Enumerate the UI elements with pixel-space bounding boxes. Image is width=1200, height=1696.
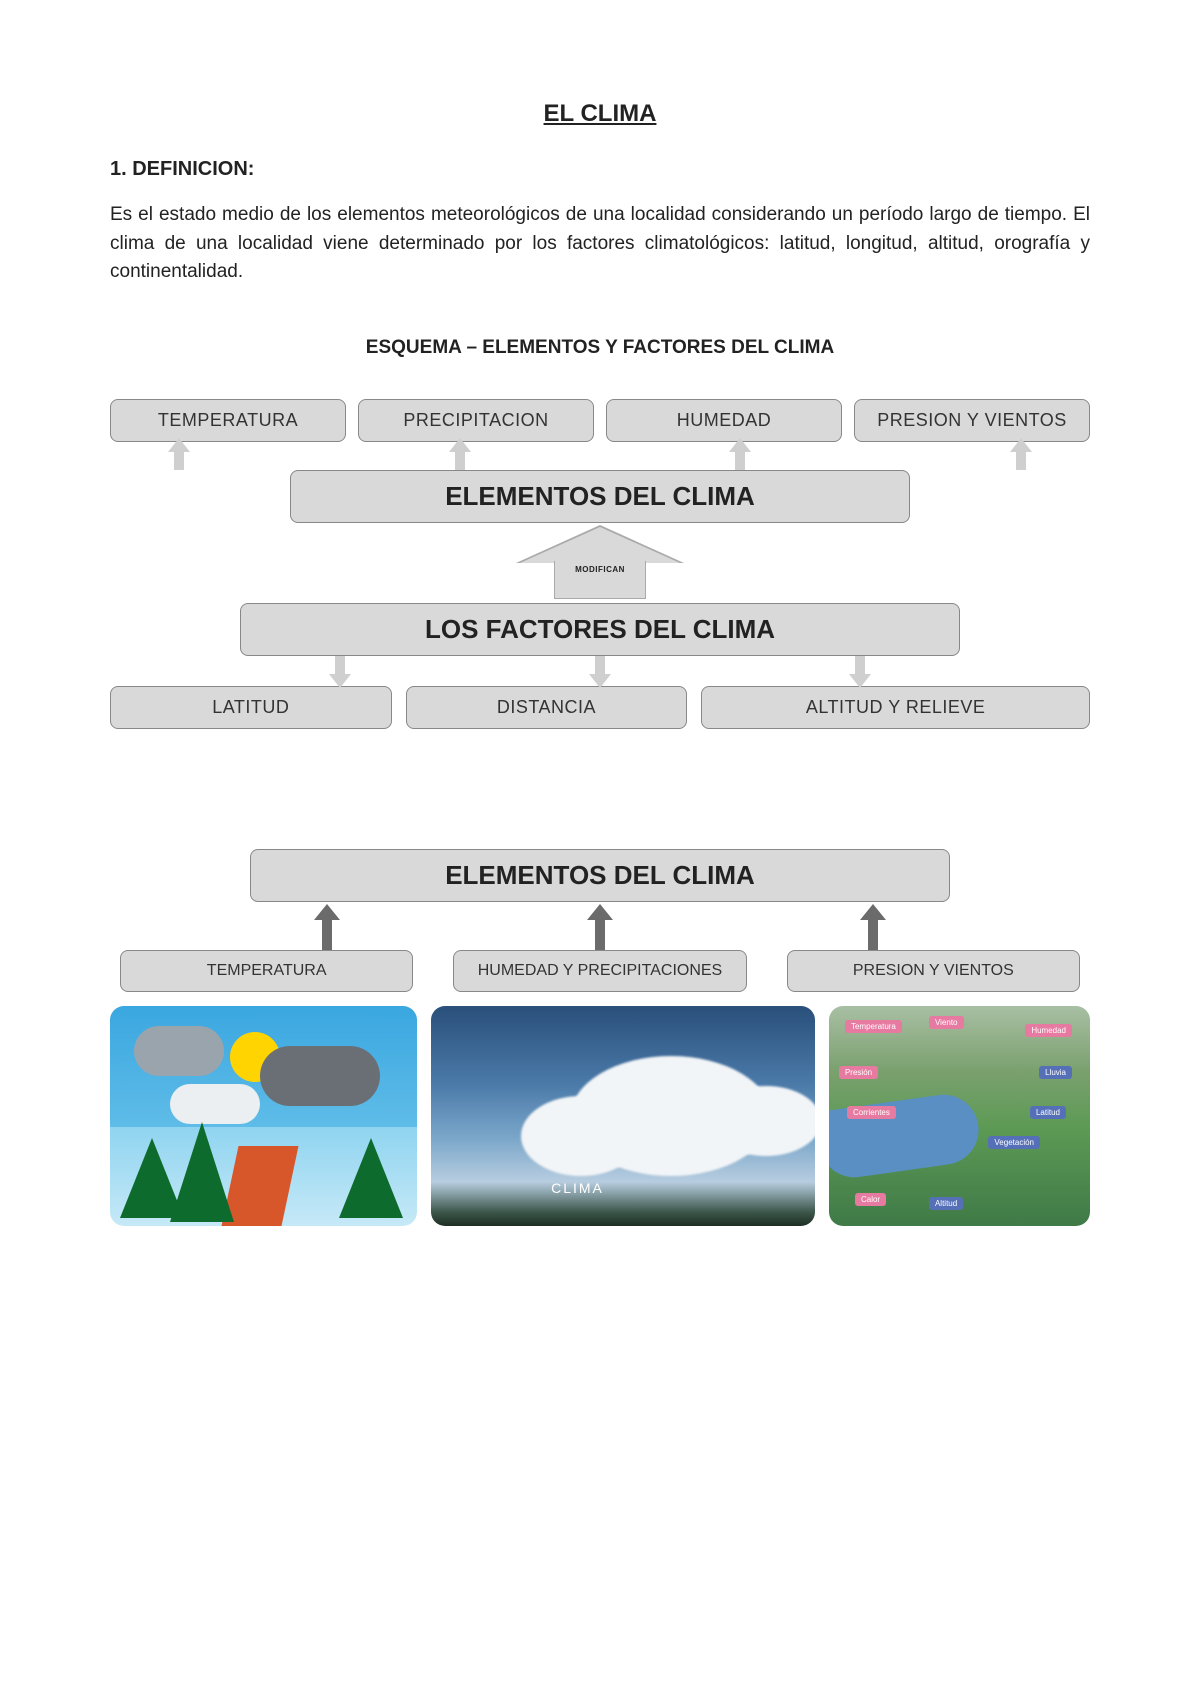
box-presion-vientos-2: PRESION Y VIENTOS xyxy=(787,950,1080,993)
tag-corrientes: Corrientes xyxy=(847,1106,896,1119)
tag-viento: Viento xyxy=(929,1016,964,1029)
arrow-up-icon xyxy=(317,904,337,950)
box-humedad-precip: HUMEDAD Y PRECIPITACIONES xyxy=(453,950,746,993)
box-elementos-header: ELEMENTOS DEL CLIMA xyxy=(250,849,950,902)
schema-diagram: TEMPERATURA PRECIPITACION HUMEDAD PRESIO… xyxy=(110,399,1090,729)
tag-latitud: Latitud xyxy=(1030,1106,1066,1119)
modifican-label: MODIFICAN xyxy=(110,565,1090,574)
clima-photo: CLIMA xyxy=(431,1006,815,1226)
arrow-up-icon xyxy=(170,442,188,470)
page-title: EL CLIMA xyxy=(110,100,1090,128)
arrow-up-icon xyxy=(1012,442,1030,470)
clima-caption: CLIMA xyxy=(551,1180,604,1196)
arrow-down-icon xyxy=(591,656,609,684)
arrows-to-elements xyxy=(110,442,1090,470)
tag-humedad: Humedad xyxy=(1025,1024,1072,1037)
arrow-up-icon xyxy=(863,904,883,950)
arrow-up-icon xyxy=(590,904,610,950)
illustrations-row: CLIMA Temperatura Viento Humedad Presión… xyxy=(110,1006,1090,1226)
tag-altitud: Altitud xyxy=(929,1197,963,1210)
weather-illustration xyxy=(110,1006,417,1226)
arrow-down-icon xyxy=(331,656,349,684)
definition-body-text: Es el estado medio de los elementos mete… xyxy=(110,201,1090,287)
tag-lluvia: Lluvia xyxy=(1039,1066,1072,1079)
box-latitud: LATITUD xyxy=(110,686,392,729)
arrows-to-header xyxy=(110,904,1090,950)
box-distancia: DISTANCIA xyxy=(406,686,688,729)
modifican-arrow: MODIFICAN xyxy=(110,527,1090,599)
tag-temperatura: Temperatura xyxy=(845,1020,902,1033)
arrows-to-factors xyxy=(110,656,1090,684)
arrow-down-icon xyxy=(851,656,869,684)
section-definition-heading: 1. DEFINICION: xyxy=(110,158,1090,181)
tag-calor: Calor xyxy=(855,1193,886,1206)
factors-row: LATITUD DISTANCIA ALTITUD Y RELIEVE xyxy=(110,686,1090,729)
box-presion-vientos: PRESION Y VIENTOS xyxy=(854,399,1090,442)
factors-infographic: Temperatura Viento Humedad Presión Lluvi… xyxy=(829,1006,1090,1226)
tag-presion: Presión xyxy=(839,1066,878,1079)
box-elementos-del-clima: ELEMENTOS DEL CLIMA xyxy=(290,470,910,523)
elements-diagram: ELEMENTOS DEL CLIMA TEMPERATURA HUMEDAD … xyxy=(110,849,1090,1227)
box-humedad: HUMEDAD xyxy=(606,399,842,442)
elements-row: TEMPERATURA PRECIPITACION HUMEDAD PRESIO… xyxy=(110,399,1090,442)
arrow-up-icon xyxy=(731,442,749,470)
arrow-up-icon xyxy=(451,442,469,470)
box-temperatura-2: TEMPERATURA xyxy=(120,950,413,993)
sub-elements-row: TEMPERATURA HUMEDAD Y PRECIPITACIONES PR… xyxy=(110,950,1090,993)
tag-vegetacion: Vegetación xyxy=(988,1136,1040,1149)
box-precipitacion: PRECIPITACION xyxy=(358,399,594,442)
schema-title: ESQUEMA – ELEMENTOS Y FACTORES DEL CLIMA xyxy=(110,337,1090,359)
box-factores-del-clima: LOS FACTORES DEL CLIMA xyxy=(240,603,960,656)
box-altitud-relieve: ALTITUD Y RELIEVE xyxy=(701,686,1090,729)
box-temperatura: TEMPERATURA xyxy=(110,399,346,442)
